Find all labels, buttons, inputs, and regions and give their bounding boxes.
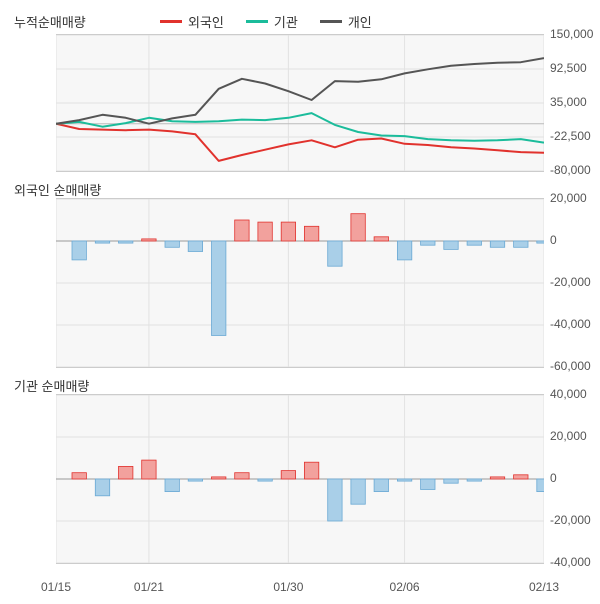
y-tick-label: -40,000 (550, 317, 596, 331)
y-tick-label: 0 (550, 233, 596, 247)
legend-swatch-individual (320, 20, 342, 23)
bar (235, 220, 249, 241)
bar (351, 214, 365, 241)
legend-item-institution: 기관 (246, 12, 298, 31)
bar (165, 479, 179, 492)
bar (328, 241, 342, 266)
bar (490, 241, 504, 247)
bar (328, 479, 342, 521)
bar (467, 241, 481, 245)
bar (374, 237, 388, 241)
bar (397, 241, 411, 260)
bar (258, 222, 272, 241)
bar (514, 241, 528, 247)
legend-label-foreigner: 외국인 (188, 12, 224, 31)
y-tick-label: 35,000 (550, 95, 596, 109)
y-tick-label: 40,000 (550, 387, 596, 401)
bar (188, 479, 202, 481)
bar (281, 222, 295, 241)
y-tick-label: 0 (550, 471, 596, 485)
bar (188, 241, 202, 252)
bar (537, 479, 544, 492)
legend: 외국인 기관 개인 (160, 12, 372, 31)
x-tick-label: 01/30 (273, 580, 303, 598)
bar (444, 479, 458, 483)
stock-net-trading-chart: 누적순매매량 외국인 기관 개인 외국인 순매매량 기관 순매매량 -80,00… (0, 0, 600, 604)
legend-label-institution: 기관 (274, 12, 298, 31)
institution-cum (56, 113, 544, 143)
y-tick-label: -20,000 (550, 513, 596, 527)
bar (258, 479, 272, 481)
y-tick-label: -40,000 (550, 555, 596, 569)
foreigner-cum (56, 124, 544, 161)
bar (119, 466, 133, 479)
bar (421, 479, 435, 490)
bar (95, 479, 109, 496)
y-tick-label: 92,500 (550, 61, 596, 75)
bar (212, 241, 226, 336)
y-tick-label: 150,000 (550, 27, 596, 41)
legend-item-individual: 개인 (320, 12, 372, 31)
x-tick-label: 01/21 (134, 580, 164, 598)
y-tick-label: -20,000 (550, 275, 596, 289)
bar (72, 241, 86, 260)
panel-foreigner (56, 198, 544, 368)
panel-title-inst: 기관 순매매량 (14, 376, 89, 395)
legend-label-individual: 개인 (348, 12, 372, 31)
bar (514, 475, 528, 479)
panel-title-for: 외국인 순매매량 (14, 180, 101, 199)
bar (490, 477, 504, 479)
legend-swatch-institution (246, 20, 268, 23)
y-tick-label: -80,000 (550, 163, 596, 177)
bar (304, 462, 318, 479)
bar (421, 241, 435, 245)
bar (537, 241, 544, 243)
bar (374, 479, 388, 492)
bar (235, 473, 249, 479)
x-tick-label: 01/15 (41, 580, 71, 598)
x-tick-label: 02/13 (529, 580, 559, 598)
y-tick-label: -60,000 (550, 359, 596, 373)
bar (281, 471, 295, 479)
bar (304, 226, 318, 241)
x-tick-label: 02/06 (390, 580, 420, 598)
bar (165, 241, 179, 247)
legend-swatch-foreigner (160, 20, 182, 23)
panel-title-cum: 누적순매매량 (14, 12, 86, 31)
bar (467, 479, 481, 481)
y-tick-label: 20,000 (550, 191, 596, 205)
panel-institution (56, 394, 544, 564)
bar (351, 479, 365, 504)
bar (72, 473, 86, 479)
bar (95, 241, 109, 243)
bar (142, 239, 156, 241)
y-tick-label: 20,000 (550, 429, 596, 443)
bar (212, 477, 226, 479)
bar (119, 241, 133, 243)
bar (397, 479, 411, 481)
legend-item-foreigner: 외국인 (160, 12, 224, 31)
individual-cum (56, 58, 544, 124)
bar (444, 241, 458, 249)
bar (142, 460, 156, 479)
y-tick-label: -22,500 (550, 129, 596, 143)
panel-cumulative (56, 34, 544, 172)
